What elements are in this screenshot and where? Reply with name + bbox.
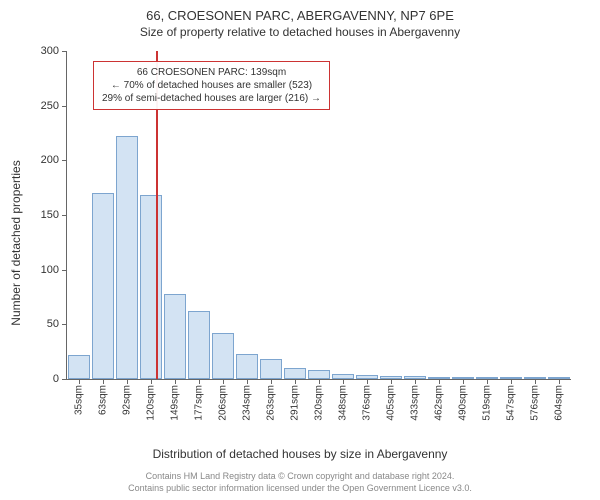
x-tick: [463, 379, 464, 384]
plot-region: 05010015020025030035sqm63sqm92sqm120sqm1…: [66, 51, 571, 380]
y-tick: [62, 379, 67, 380]
annotation-line: 66 CROESONEN PARC: 139sqm: [102, 66, 321, 79]
x-tick: [271, 379, 272, 384]
x-tick: [151, 379, 152, 384]
x-tick-label: 35sqm: [74, 385, 85, 415]
x-tick-label: 206sqm: [218, 385, 229, 421]
chart-title: 66, CROESONEN PARC, ABERGAVENNY, NP7 6PE: [146, 8, 454, 23]
y-tick: [62, 51, 67, 52]
x-tick: [295, 379, 296, 384]
x-tick: [487, 379, 488, 384]
x-tick-label: 576sqm: [530, 385, 541, 421]
y-tick: [62, 270, 67, 271]
x-tick: [439, 379, 440, 384]
y-tick: [62, 215, 67, 216]
histogram-bar: [236, 354, 259, 379]
histogram-bar: [92, 193, 115, 379]
y-tick-label: 250: [41, 100, 59, 112]
x-tick: [79, 379, 80, 384]
histogram-bar: [188, 311, 211, 379]
x-tick: [247, 379, 248, 384]
footer-line-2: Contains public sector information licen…: [128, 483, 472, 495]
y-tick: [62, 324, 67, 325]
x-tick-label: 320sqm: [314, 385, 325, 421]
chart-area: Number of detached properties 0501001502…: [20, 43, 580, 443]
x-tick-label: 263sqm: [266, 385, 277, 421]
x-tick: [103, 379, 104, 384]
x-tick-label: 177sqm: [194, 385, 205, 421]
x-tick: [343, 379, 344, 384]
y-tick-label: 50: [47, 318, 59, 330]
annotation-box: 66 CROESONEN PARC: 139sqm← 70% of detach…: [93, 61, 330, 110]
x-tick-label: 462sqm: [434, 385, 445, 421]
x-tick: [415, 379, 416, 384]
y-tick-label: 150: [41, 209, 59, 221]
chart-subtitle: Size of property relative to detached ho…: [140, 25, 460, 39]
x-tick-label: 291sqm: [290, 385, 301, 421]
x-tick-label: 433sqm: [410, 385, 421, 421]
x-tick: [223, 379, 224, 384]
x-tick: [367, 379, 368, 384]
histogram-bar: [140, 195, 163, 379]
x-tick-label: 604sqm: [554, 385, 565, 421]
histogram-bar: [308, 370, 331, 379]
histogram-bar: [164, 294, 187, 379]
histogram-bar: [68, 355, 91, 379]
y-tick-label: 0: [53, 373, 59, 385]
annotation-line: ← 70% of detached houses are smaller (52…: [102, 79, 321, 92]
x-tick: [175, 379, 176, 384]
histogram-bar: [260, 359, 283, 379]
histogram-bar: [116, 136, 139, 379]
histogram-bar: [284, 368, 307, 379]
x-tick: [511, 379, 512, 384]
x-tick: [199, 379, 200, 384]
y-tick-label: 100: [41, 264, 59, 276]
x-tick-label: 348sqm: [338, 385, 349, 421]
x-tick-label: 519sqm: [482, 385, 493, 421]
x-tick: [391, 379, 392, 384]
x-tick-label: 234sqm: [242, 385, 253, 421]
y-tick-label: 300: [41, 45, 59, 57]
x-tick: [559, 379, 560, 384]
x-tick-label: 405sqm: [386, 385, 397, 421]
x-tick-label: 92sqm: [122, 385, 133, 415]
x-tick-label: 376sqm: [362, 385, 373, 421]
annotation-line: 29% of semi-detached houses are larger (…: [102, 92, 321, 105]
y-tick-label: 200: [41, 154, 59, 166]
histogram-bar: [212, 333, 235, 379]
x-tick-label: 149sqm: [170, 385, 181, 421]
x-axis-label: Distribution of detached houses by size …: [153, 447, 448, 461]
footer-attribution: Contains HM Land Registry data © Crown c…: [128, 471, 472, 494]
x-tick-label: 490sqm: [458, 385, 469, 421]
footer-line-1: Contains HM Land Registry data © Crown c…: [128, 471, 472, 483]
x-tick-label: 63sqm: [98, 385, 109, 415]
y-tick: [62, 106, 67, 107]
x-tick: [535, 379, 536, 384]
y-axis-label: Number of detached properties: [9, 160, 23, 325]
x-tick: [127, 379, 128, 384]
x-tick-label: 547sqm: [506, 385, 517, 421]
y-tick: [62, 160, 67, 161]
chart-container: 66, CROESONEN PARC, ABERGAVENNY, NP7 6PE…: [0, 0, 600, 500]
x-tick: [319, 379, 320, 384]
x-tick-label: 120sqm: [146, 385, 157, 421]
